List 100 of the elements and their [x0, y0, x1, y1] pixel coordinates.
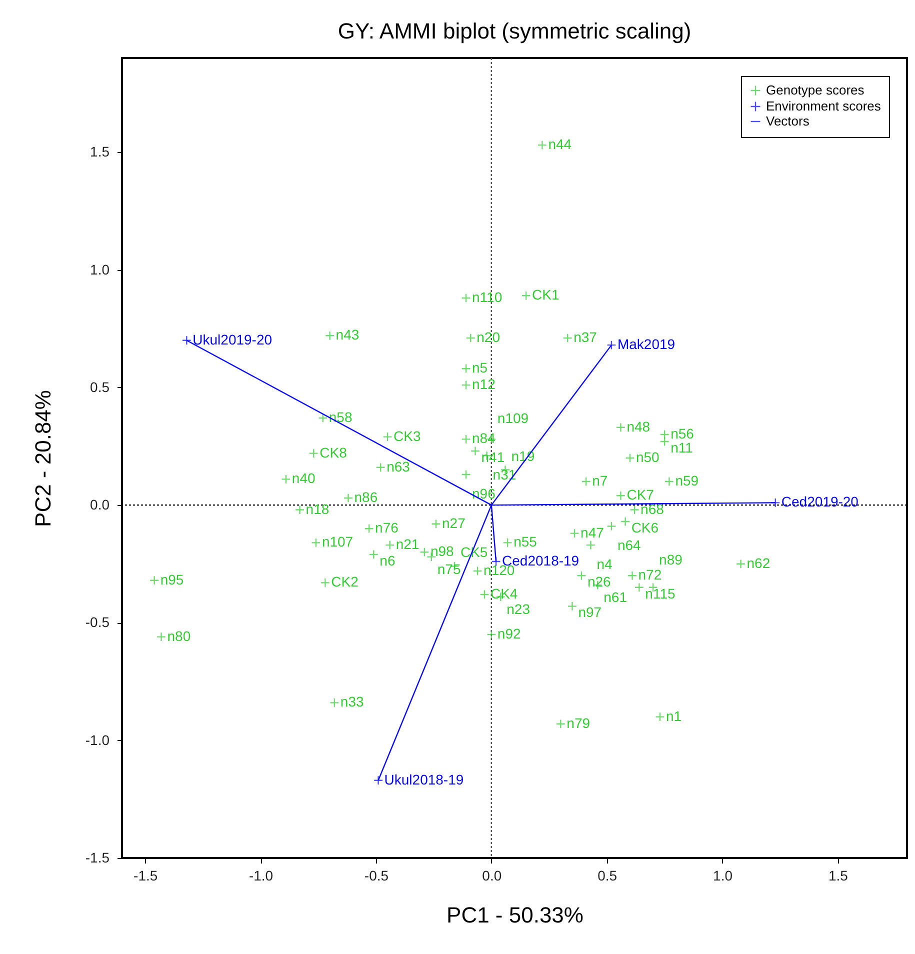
point: [606, 521, 616, 532]
data-label: n62: [746, 554, 770, 571]
point: [630, 504, 640, 515]
data-label: n1: [666, 708, 682, 724]
x-tick-label: -1.5: [134, 868, 158, 884]
point: [736, 559, 746, 569]
point: [150, 576, 160, 586]
point: [556, 719, 566, 729]
data-label: n41: [481, 448, 505, 465]
data-label: n47: [580, 524, 604, 540]
point: [373, 776, 384, 786]
data-label: n50: [636, 449, 660, 465]
point: [581, 476, 591, 486]
legend-label: Environment scores: [766, 98, 882, 114]
y-axis-title: PC2 - 20.84%: [30, 390, 56, 527]
data-label: n86: [354, 489, 378, 505]
data-label: Ukul2018-19: [384, 771, 464, 788]
data-label: n56: [670, 425, 694, 442]
data-label: n11: [670, 440, 694, 456]
data-label: n55: [514, 534, 538, 550]
x-axis-title: PC1 - 50.33%: [446, 902, 584, 928]
data-label: n12: [472, 376, 496, 392]
data-label: n4: [596, 556, 612, 572]
data-label: n68: [640, 500, 664, 517]
point: [625, 453, 635, 463]
point: [627, 570, 638, 580]
y-tick-label: -1.5: [85, 850, 110, 866]
data-label: n37: [574, 329, 598, 345]
data-label: n27: [442, 514, 466, 531]
data-label: Ukul2019-20: [192, 331, 272, 348]
data-label: n72: [638, 566, 662, 583]
point: [664, 476, 674, 486]
y-tick-label: 0.5: [90, 378, 110, 395]
data-label: n43: [336, 326, 360, 343]
data-label: CK7: [626, 486, 654, 503]
point: [660, 430, 670, 440]
data-label: n89: [659, 551, 683, 568]
chart-title: GY: AMMI biplot (symmetric scaling): [338, 18, 692, 44]
data-label: CK6: [631, 520, 659, 536]
point: [480, 590, 490, 600]
x-tick-label: -1.0: [248, 868, 274, 884]
data-label: CK1: [532, 286, 560, 303]
data-label: n79: [566, 714, 590, 731]
data-label: n63: [386, 458, 410, 474]
point: [660, 436, 670, 446]
point: [461, 380, 471, 390]
point: [325, 330, 335, 340]
data-label: n21: [396, 536, 420, 552]
data-label: n18: [306, 500, 330, 517]
point: [294, 504, 305, 515]
point: [320, 578, 330, 588]
point: [461, 364, 471, 374]
data-label: CK4: [490, 585, 518, 602]
data-label: Mak2019: [617, 336, 676, 352]
point: [461, 293, 471, 303]
point: [586, 540, 596, 550]
point: [466, 333, 476, 343]
data-label: n33: [340, 694, 364, 710]
point: [567, 601, 578, 612]
data-label: n95: [160, 571, 184, 588]
y-tick-label: 1.0: [90, 261, 110, 278]
point: [562, 333, 572, 343]
point: [461, 434, 471, 444]
point: [182, 336, 192, 346]
data-label: n64: [617, 537, 642, 554]
point: [655, 712, 665, 722]
point: [537, 140, 547, 150]
point: [364, 524, 374, 534]
point: [385, 540, 395, 550]
data-label: n76: [375, 520, 399, 536]
data-label: n23: [506, 600, 530, 617]
legend-label: Vectors: [766, 114, 810, 128]
point: [634, 582, 644, 592]
point: [620, 516, 630, 526]
point: [308, 448, 318, 458]
point: [330, 698, 340, 708]
data-label: n6: [380, 552, 396, 568]
point: [472, 566, 482, 576]
x-tick-label: 0.0: [482, 868, 502, 884]
point: [570, 528, 580, 538]
point: [616, 422, 626, 432]
point: [606, 340, 616, 350]
point: [376, 462, 386, 472]
data-label: n96: [472, 485, 496, 502]
data-label: n7: [592, 472, 608, 489]
point: [382, 432, 392, 442]
data-label: n107: [322, 534, 354, 550]
data-label: CK3: [394, 428, 421, 444]
data-label: n92: [497, 625, 521, 642]
point: [521, 290, 531, 300]
point: [318, 413, 328, 423]
data-label: n48: [626, 418, 650, 434]
point: [576, 570, 586, 580]
point: [343, 493, 354, 503]
data-label: n5: [472, 360, 488, 376]
data-label: n115: [645, 585, 676, 602]
point: [470, 446, 480, 456]
data-label: n97: [578, 604, 602, 620]
point: [431, 519, 441, 529]
point: [311, 538, 321, 548]
